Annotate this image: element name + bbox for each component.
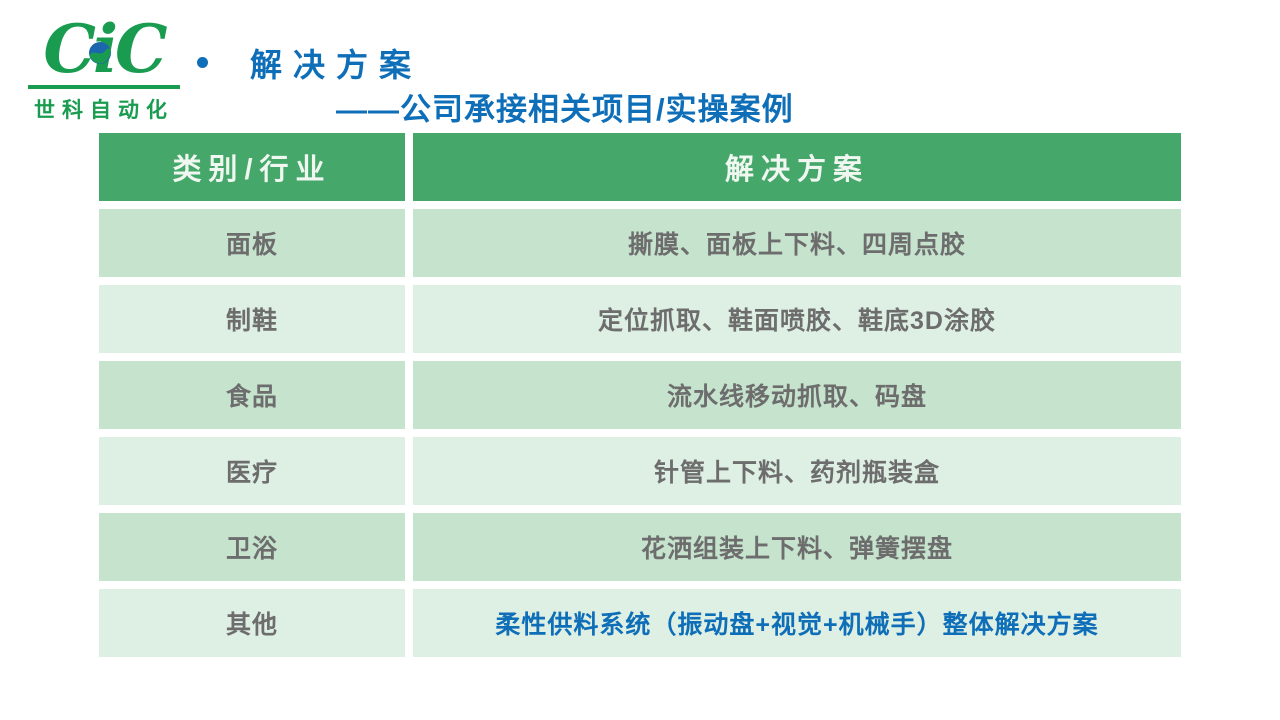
category-cell-food: 食品	[99, 361, 405, 429]
solution-cell-food: 流水线移动抓取、码盘	[413, 361, 1181, 429]
category-cell-other: 其他	[99, 589, 405, 657]
category-cell-shoemaking: 制鞋	[99, 285, 405, 353]
page-subtitle: ——公司承接相关项目/实操案例	[336, 92, 794, 127]
page-title: 解决方案	[250, 47, 423, 83]
globe-icon	[88, 7, 112, 64]
solution-cell-sanitary: 花洒组装上下料、弹簧摆盘	[413, 513, 1181, 581]
solutions-table: 类别/行业 解决方案 面板 撕膜、面板上下料、四周点胶 制鞋 定位抓取、鞋面喷胶…	[99, 133, 1181, 657]
solution-cell-shoemaking: 定位抓取、鞋面喷胶、鞋底3D涂胶	[413, 285, 1181, 353]
category-cell-panel: 面板	[99, 209, 405, 277]
logo-underline	[28, 85, 180, 89]
company-logo: CiC 世科自动化	[28, 14, 180, 124]
title-bullet-icon	[197, 57, 208, 68]
table-header-solution: 解决方案	[413, 133, 1181, 201]
logo-tagline: 世科自动化	[34, 99, 174, 122]
category-cell-medical: 医疗	[99, 437, 405, 505]
category-cell-sanitary: 卫浴	[99, 513, 405, 581]
solution-cell-panel: 撕膜、面板上下料、四周点胶	[413, 209, 1181, 277]
logo-wordmark: CiC	[28, 14, 180, 84]
table-header-category: 类别/行业	[99, 133, 405, 201]
solution-cell-other: 柔性供料系统（振动盘+视觉+机械手）整体解决方案	[413, 589, 1181, 657]
solution-cell-medical: 针管上下料、药剂瓶装盒	[413, 437, 1181, 505]
